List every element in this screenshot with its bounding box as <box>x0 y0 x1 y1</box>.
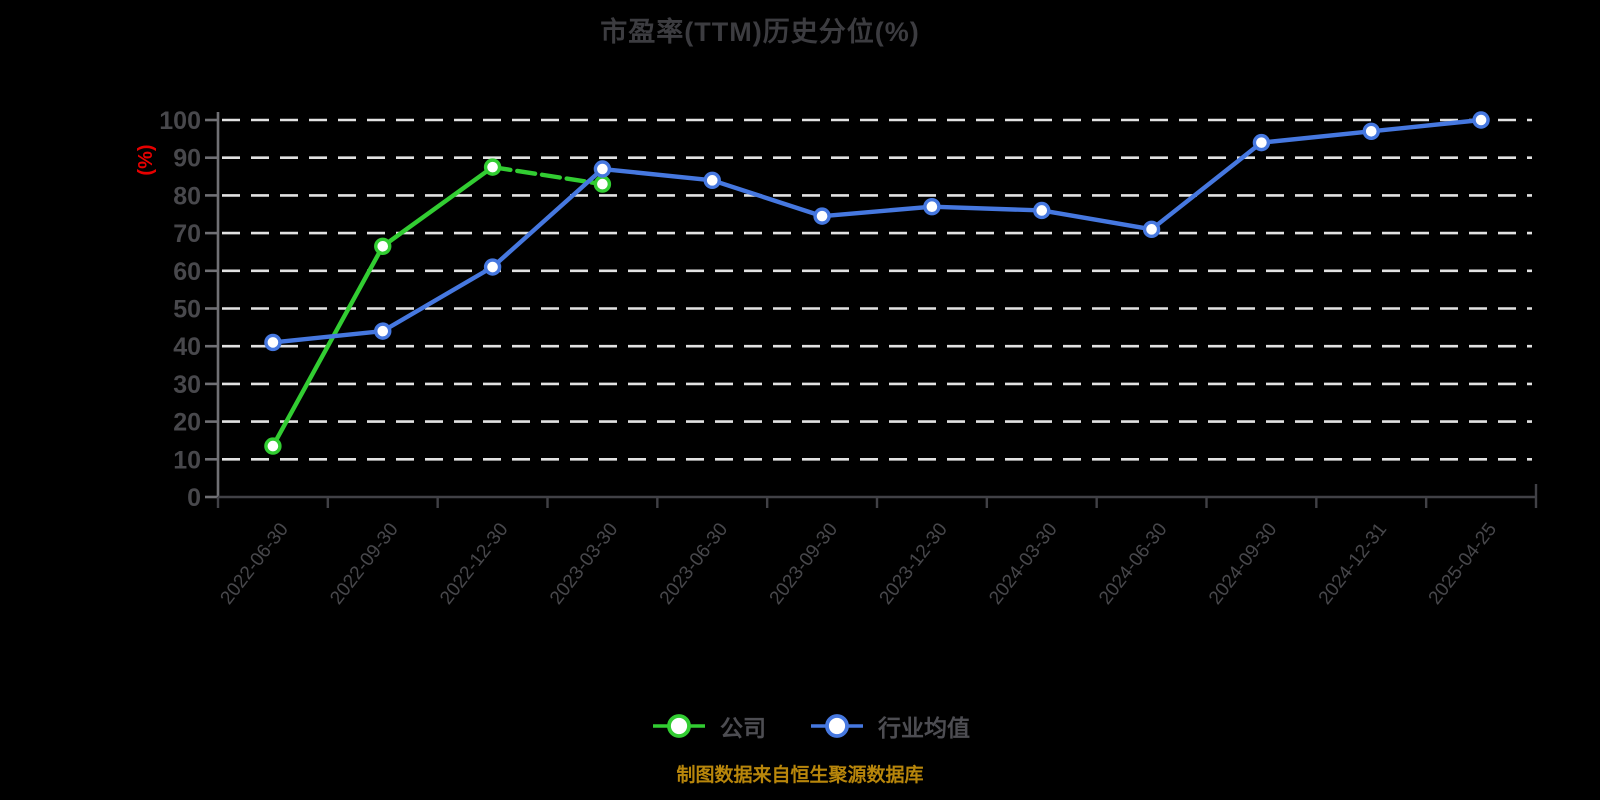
y-tick-label-40: 40 <box>173 333 201 361</box>
data-point-company-2022-06-30[interactable] <box>264 437 282 455</box>
series-line-industry-seg5 <box>819 204 935 219</box>
data-point-industry-2023-12-30[interactable] <box>923 198 941 216</box>
series-line-industry-seg2 <box>490 166 605 270</box>
x-tick-label-2023-09-30: 2023-09-30 <box>766 519 842 609</box>
x-tick-label-2023-03-30: 2023-03-30 <box>546 519 622 609</box>
x-tick-label-2024-12-31: 2024-12-31 <box>1315 519 1391 609</box>
data-point-industry-2022-06-30[interactable] <box>264 333 282 352</box>
x-tick-label-2025-04-25: 2025-04-25 <box>1425 519 1501 609</box>
x-tick-label-2022-12-30: 2022-12-30 <box>436 519 512 609</box>
data-point-company-2023-03-30[interactable] <box>593 175 612 193</box>
x-tick-label-2023-12-30: 2023-12-30 <box>875 519 951 609</box>
series-line-industry-seg1 <box>380 264 495 334</box>
data-point-industry-2023-03-30[interactable] <box>593 160 612 178</box>
series-line-company-seg0 <box>270 244 385 449</box>
data-point-industry-2023-09-30[interactable] <box>813 207 831 225</box>
series-line-industry-seg6 <box>929 204 1044 213</box>
series-line-industry-seg0 <box>270 328 385 345</box>
legend-item-company[interactable]: 公司 <box>650 709 766 743</box>
data-point-industry-2023-06-30[interactable] <box>703 171 721 190</box>
series-line-industry-seg4 <box>710 178 825 219</box>
series-line-industry-seg3 <box>600 166 715 183</box>
data-point-company-2022-09-30[interactable] <box>374 237 392 255</box>
data-point-industry-2024-09-30[interactable] <box>1252 133 1271 152</box>
series-line-industry-seg7 <box>1039 208 1154 232</box>
series-line-industry-seg8 <box>1149 140 1264 232</box>
x-tick-label-2024-03-30: 2024-03-30 <box>985 519 1061 609</box>
y-tick-label-60: 60 <box>173 258 201 286</box>
y-tick-label-80: 80 <box>173 182 201 210</box>
x-tick-label-2023-06-30: 2023-06-30 <box>656 519 732 609</box>
x-tick-label-2022-06-30: 2022-06-30 <box>216 519 292 609</box>
company-line-marker-icon <box>653 714 705 738</box>
y-tick-label-70: 70 <box>173 220 201 248</box>
industry-line-marker-icon <box>811 714 863 738</box>
y-tick-label-10: 10 <box>173 446 201 474</box>
series-line-company-seg1 <box>380 164 495 249</box>
x-tick-label-2024-06-30: 2024-06-30 <box>1095 519 1171 609</box>
legend-item-industry[interactable]: 行业均值 <box>808 709 970 743</box>
legend-label-industry: 行业均值 <box>878 715 970 741</box>
data-source-caption: 制图数据来自恒生聚源数据库 <box>676 765 924 786</box>
y-tick-label-0: 0 <box>187 484 201 512</box>
data-point-company-2022-12-30[interactable] <box>483 158 502 176</box>
chart-title: 市盈率(TTM)历史分位(%) <box>600 17 920 47</box>
data-point-industry-2022-09-30[interactable] <box>374 322 392 340</box>
data-point-industry-2025-04-25[interactable] <box>1472 111 1490 129</box>
series-line-industry-seg9 <box>1259 129 1374 145</box>
y-tick-label-30: 30 <box>173 371 201 399</box>
series-line-industry-seg10 <box>1369 117 1484 134</box>
y-tick-label-20: 20 <box>173 409 201 437</box>
y-tick-label-100: 100 <box>159 107 201 135</box>
legend-label-company: 公司 <box>720 715 766 741</box>
data-point-industry-2024-06-30[interactable] <box>1142 220 1161 239</box>
x-tick-label-2024-09-30: 2024-09-30 <box>1205 519 1281 609</box>
x-tick-label-2022-09-30: 2022-09-30 <box>326 519 402 609</box>
y-tick-label-50: 50 <box>173 296 201 324</box>
legend: 公司 行业均值 <box>0 702 1600 750</box>
y-axis-unit-label: (%) <box>135 144 157 175</box>
data-point-industry-2024-03-30[interactable] <box>1033 201 1051 220</box>
y-tick-label-90: 90 <box>173 145 201 173</box>
data-point-industry-2022-12-30[interactable] <box>483 258 502 276</box>
series-line-company-seg2 <box>490 164 605 187</box>
data-point-industry-2024-12-31[interactable] <box>1362 122 1380 141</box>
